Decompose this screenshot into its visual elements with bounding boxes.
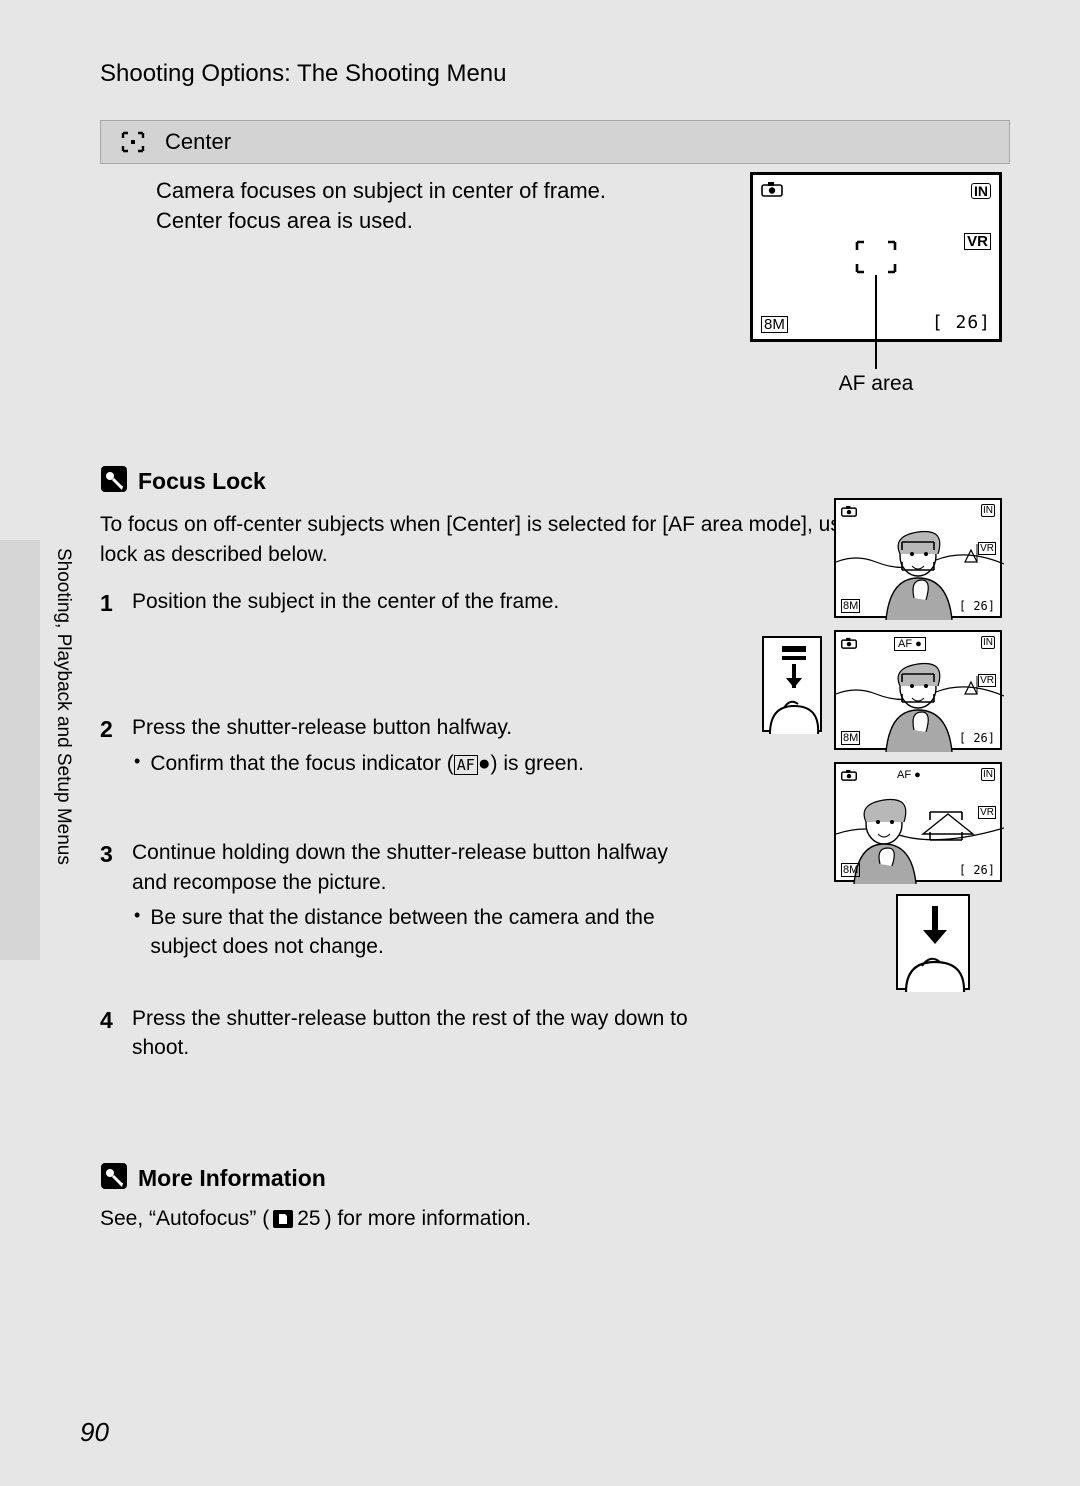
- vr-icon: VR: [964, 233, 991, 250]
- more-info-text: See, “Autofocus” ( 25 ) for more informa…: [100, 1207, 1010, 1231]
- chapter-title: Shooting Options: The Shooting Menu: [100, 60, 1010, 88]
- note-heading: More Information: [100, 1162, 1010, 1195]
- lcd-frame: IN VR 8M [ 26]: [750, 172, 1002, 342]
- step-text: Press the shutter-release button halfway…: [132, 713, 584, 742]
- text-fragment: ) for more information.: [325, 1207, 532, 1231]
- step-2-lcd-thumb: AF● IN VR 8M [ 26]: [834, 630, 1002, 750]
- vr-icon: VR: [978, 674, 996, 687]
- step-text: Continue holding down the shutter-releas…: [132, 838, 692, 897]
- af-indicator-icon: AF●: [894, 637, 926, 651]
- note-intro: To focus on off-center subjects when [Ce…: [100, 510, 920, 569]
- internal-memory-icon: IN: [981, 504, 995, 517]
- image-size-icon: 8M: [841, 731, 860, 745]
- half-press-icon: [762, 636, 822, 732]
- page-ref-icon: [273, 1210, 293, 1228]
- callout-line: [875, 275, 877, 369]
- internal-memory-icon: IN: [981, 636, 995, 649]
- full-press-icon: [896, 894, 970, 990]
- center-af-icon: [111, 131, 155, 153]
- image-size-icon: 8M: [841, 599, 860, 613]
- desc-line: Camera focuses on subject in center of f…: [156, 178, 606, 203]
- internal-memory-icon: IN: [981, 768, 995, 781]
- bullet-text: Be sure that the distance between the ca…: [150, 903, 692, 962]
- step-number: 3: [100, 838, 118, 962]
- option-description: Camera focuses on subject in center of f…: [156, 176, 636, 235]
- af-indicator-icon: AF: [454, 755, 478, 775]
- note-heading: Focus Lock: [100, 465, 1010, 498]
- note-title: Focus Lock: [138, 468, 266, 495]
- page-number: 90: [80, 1417, 109, 1448]
- note-icon: [100, 465, 128, 498]
- frame-count: [ 26]: [959, 599, 995, 613]
- page-ref-number: 25: [297, 1207, 320, 1231]
- bullet-text: ) is green.: [491, 752, 584, 775]
- camera-mode-icon: [761, 181, 783, 202]
- bullet-dot-icon: •: [134, 749, 140, 778]
- step-1-lcd-thumb: IN VR 8M [ 26]: [834, 498, 1002, 618]
- vr-icon: VR: [978, 542, 996, 555]
- camera-mode-icon: [841, 504, 857, 522]
- bullet-text: Confirm that the focus indicator (: [150, 752, 453, 775]
- step-bullet: • Confirm that the focus indicator (AF●)…: [134, 749, 584, 778]
- step-4: 4 Press the shutter-release button the r…: [100, 1004, 1010, 1063]
- internal-memory-icon: IN: [971, 183, 991, 199]
- text-fragment: See, “Autofocus” (: [100, 1207, 269, 1231]
- camera-mode-icon: [841, 768, 857, 786]
- step-number: 1: [100, 587, 118, 619]
- step-text: Position the subject in the center of th…: [132, 587, 559, 619]
- step-number: 4: [100, 1004, 118, 1063]
- camera-mode-icon: [841, 636, 857, 654]
- frame-count: [ 26]: [959, 731, 995, 745]
- frame-count: [ 26]: [932, 312, 991, 333]
- af-indicator-icon: AF●: [894, 769, 924, 781]
- lcd-illustration: IN VR 8M [ 26] AF area: [750, 172, 1002, 396]
- step-bullet: • Be sure that the distance between the …: [134, 903, 692, 962]
- desc-line: Center focus area is used.: [156, 208, 413, 233]
- af-area-caption: AF area: [750, 372, 1002, 396]
- image-size-icon: 8M: [761, 316, 788, 333]
- section-tab: [0, 540, 40, 960]
- frame-count: [ 26]: [959, 863, 995, 877]
- note-title: More Information: [138, 1165, 326, 1192]
- section-tab-label: Shooting, Playback and Setup Menus: [52, 548, 74, 865]
- vr-icon: VR: [978, 806, 996, 819]
- af-mode-option-bar: Center: [100, 120, 1010, 164]
- af-dot-icon: ●: [478, 752, 491, 775]
- step-number: 2: [100, 713, 118, 778]
- step-3-lcd-thumb: AF● IN VR 8M [ 26]: [834, 762, 1002, 882]
- image-size-icon: 8M: [841, 863, 860, 877]
- option-label: Center: [165, 129, 231, 155]
- bullet-dot-icon: •: [134, 903, 140, 962]
- af-area-brackets-icon: [853, 239, 899, 275]
- step-text: Press the shutter-release button the res…: [132, 1004, 692, 1063]
- note-icon: [100, 1162, 128, 1195]
